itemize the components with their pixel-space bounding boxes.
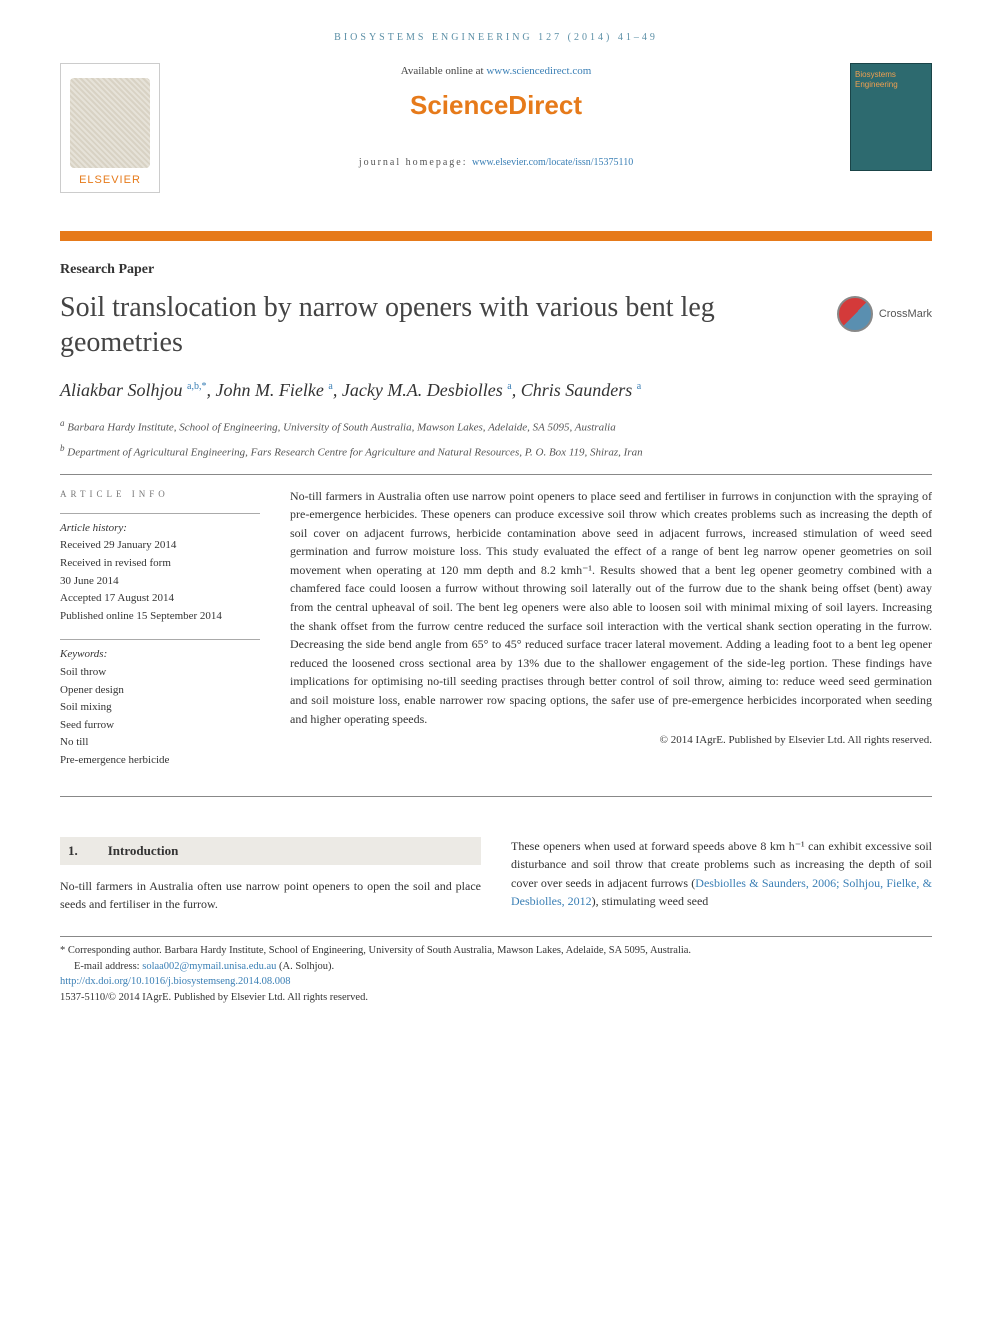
history-label: Article history: [60,520,260,538]
email-label: E-mail address: [74,961,142,972]
homepage-prefix: journal homepage: [359,157,472,168]
section-heading: 1. Introduction [60,837,481,865]
footer: * Corresponding author. Barbara Hardy In… [60,943,932,1006]
issn-line: 1537-5110/© 2014 IAgrE. Published by Els… [60,990,932,1006]
author-1-aff: a,b, [187,381,201,392]
sciencedirect-logo[interactable]: ScienceDirect [170,86,822,125]
available-online-line: Available online at www.sciencedirect.co… [170,63,822,80]
journal-cover-title: Biosystems Engineering [855,70,927,89]
sciencedirect-link[interactable]: www.sciencedirect.com [486,65,591,77]
history-revised-2: 30 June 2014 [60,573,260,591]
article-info-column: ARTICLE INFO Article history: Received 2… [60,487,260,784]
crossmark-badge[interactable]: CrossMark [837,296,932,332]
affiliation-b-text: Department of Agricultural Engineering, … [67,447,642,459]
corresponding-author: * Corresponding author. Barbara Hardy In… [60,943,932,959]
keyword: Pre-emergence herbicide [60,752,260,770]
journal-homepage-line: journal homepage: www.elsevier.com/locat… [170,155,822,170]
masthead: ELSEVIER Available online at www.science… [60,63,932,223]
history-published: Published online 15 September 2014 [60,608,260,626]
history-accepted: Accepted 17 August 2014 [60,590,260,608]
running-head: BIOSYSTEMS ENGINEERING 127 (2014) 41–49 [60,30,932,45]
author-1: Aliakbar Solhjou [60,380,187,400]
keyword: Opener design [60,682,260,700]
email-line: E-mail address: solaa002@mymail.unisa.ed… [74,959,932,975]
journal-homepage-link[interactable]: www.elsevier.com/locate/issn/15375110 [472,157,633,168]
body-paragraph: No-till farmers in Australia often use n… [60,877,481,914]
history-received: Received 29 January 2014 [60,537,260,555]
body-paragraph: These openers when used at forward speed… [511,837,932,911]
journal-cover[interactable]: Biosystems Engineering [850,63,932,171]
available-prefix: Available online at [401,65,487,77]
keyword: Soil mixing [60,699,260,717]
crossmark-label: CrossMark [879,306,932,323]
keyword: Seed furrow [60,717,260,735]
author-3: , Jacky M.A. Desbiolles [333,380,507,400]
orange-divider [60,231,932,241]
author-4: , Chris Saunders [512,380,637,400]
section-number: 1. [68,841,78,861]
body-text: ), stimulating weed seed [592,894,709,908]
doi-link[interactable]: http://dx.doi.org/10.1016/j.biosystemsen… [60,976,291,987]
email-suffix: (A. Solhjou). [276,961,334,972]
article-title: Soil translocation by narrow openers wit… [60,290,821,360]
article-type: Research Paper [60,259,932,280]
affiliation-a: a Barbara Hardy Institute, School of Eng… [60,417,932,436]
section-title: Introduction [108,841,179,861]
author-2: , John M. Fielke [206,380,328,400]
keyword: No till [60,734,260,752]
keywords-block: Keywords: Soil throw Opener design Soil … [60,639,260,769]
footer-divider [60,936,932,937]
email-link[interactable]: solaa002@mymail.unisa.edu.au [142,961,276,972]
body-column-left: 1. Introduction No-till farmers in Austr… [60,837,481,914]
keyword: Soil throw [60,664,260,682]
elsevier-logo[interactable]: ELSEVIER [60,63,160,193]
article-history: Article history: Received 29 January 201… [60,513,260,626]
body-column-right: These openers when used at forward speed… [511,837,932,914]
elsevier-text: ELSEVIER [79,172,141,189]
abstract-text: No-till farmers in Australia often use n… [290,487,932,729]
crossmark-icon [837,296,873,332]
divider [60,474,932,475]
affiliation-a-text: Barbara Hardy Institute, School of Engin… [67,422,615,434]
author-list: Aliakbar Solhjou a,b,*, John M. Fielke a… [60,378,932,403]
copyright-line: © 2014 IAgrE. Published by Elsevier Ltd.… [290,732,932,749]
affiliation-b: b Department of Agricultural Engineering… [60,442,932,461]
divider [60,796,932,797]
article-info-heading: ARTICLE INFO [60,487,260,501]
elsevier-tree-icon [70,78,150,168]
history-revised-1: Received in revised form [60,555,260,573]
abstract-column: No-till farmers in Australia often use n… [290,487,932,784]
author-4-aff: a [637,381,641,392]
keywords-label: Keywords: [60,646,260,664]
